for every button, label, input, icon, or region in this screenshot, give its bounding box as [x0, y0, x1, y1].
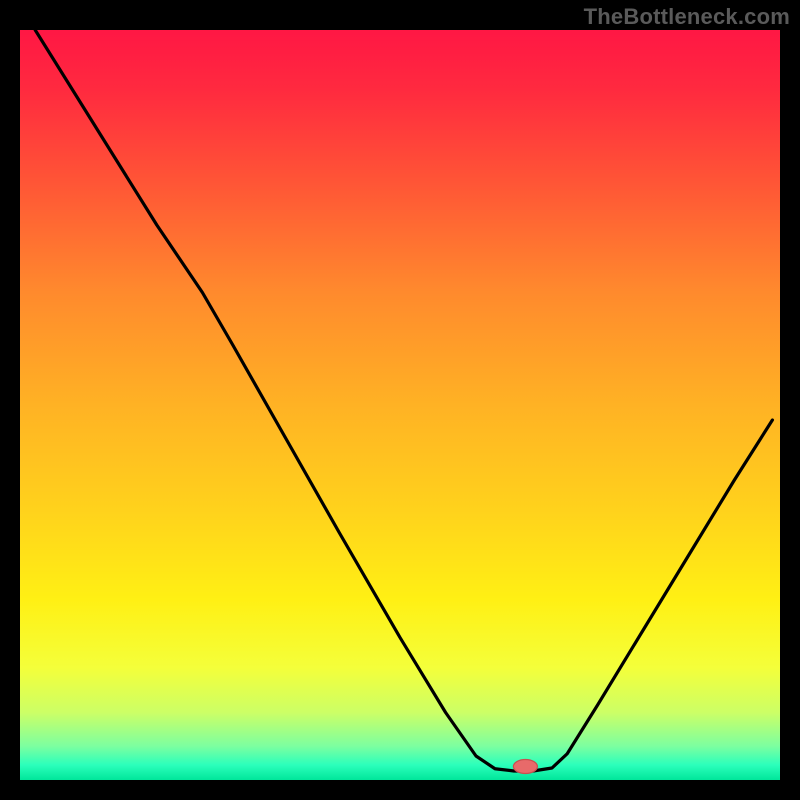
chart-frame: TheBottleneck.com	[0, 0, 800, 800]
optimal-point-marker	[513, 760, 537, 774]
chart-background	[20, 30, 780, 780]
watermark-text: TheBottleneck.com	[584, 4, 790, 30]
bottleneck-chart	[20, 30, 780, 780]
